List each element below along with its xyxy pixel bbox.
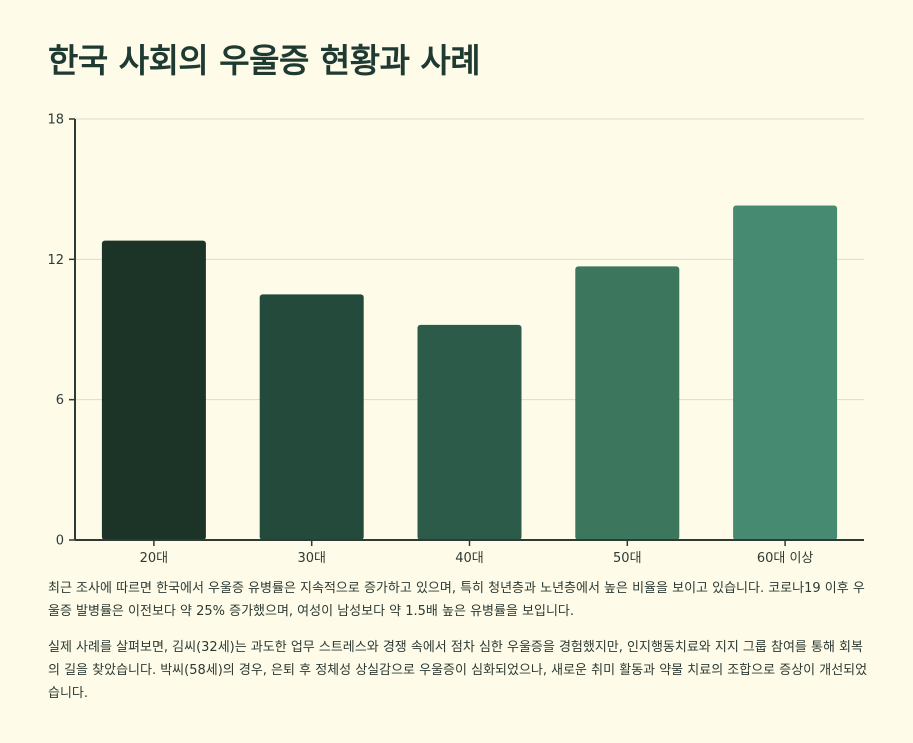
bar-4 — [575, 266, 680, 540]
paragraph-case-studies: 실제 사례를 살펴보면, 김씨(32세)는 과도한 업무 스트레스와 경쟁 속에… — [48, 640, 868, 701]
bar-chart: 0 6 12 18 20대 30대 40대 50대 60대 이상 — [0, 100, 913, 570]
bar-1 — [101, 240, 206, 540]
axes — [69, 118, 864, 546]
x-tick-label: 30대 — [297, 551, 326, 566]
chart-svg: 0 6 12 18 20대 30대 40대 50대 60대 이상 — [47, 113, 864, 567]
y-tick-label: 18 — [47, 113, 64, 128]
bar-3 — [417, 324, 522, 540]
x-tick-label: 20대 — [140, 551, 169, 566]
page-title: 한국 사회의 우울증 현황과 사례 — [48, 41, 481, 80]
x-tick-label: 60대 이상 — [757, 551, 814, 566]
y-tick-label: 6 — [56, 393, 64, 408]
tick-labels: 0 6 12 18 20대 30대 40대 50대 60대 이상 — [47, 113, 813, 567]
paragraph-statistics: 최근 조사에 따르면 한국에서 우울증 유병률은 지속적으로 증가하고 있으며,… — [48, 581, 865, 619]
x-tick-label: 50대 — [613, 551, 642, 566]
bar-2 — [259, 294, 364, 540]
y-tick-label: 12 — [47, 253, 64, 268]
y-tick-label: 0 — [56, 534, 64, 549]
bar-5 — [733, 205, 838, 540]
bars — [101, 205, 838, 540]
x-tick-label: 40대 — [455, 551, 484, 566]
